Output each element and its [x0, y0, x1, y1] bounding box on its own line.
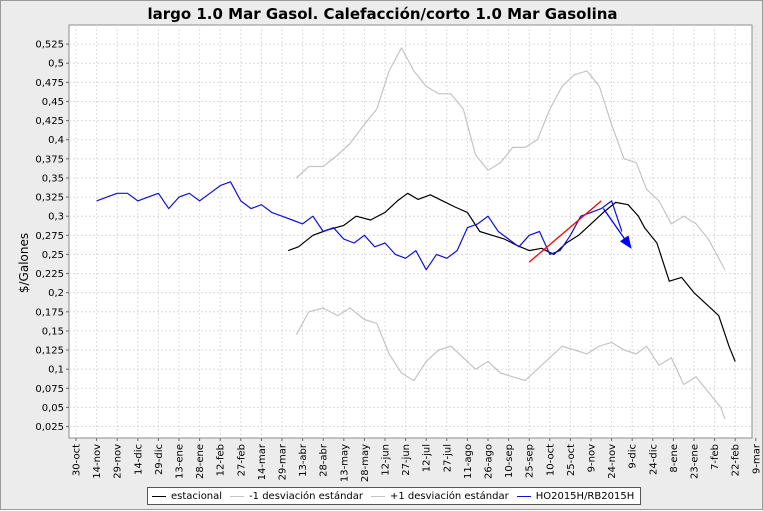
chart-title: largo 1.0 Mar Gasol. Calefacción/corto 1… — [147, 5, 618, 23]
x-tick-label: 27-jul — [442, 444, 453, 472]
y-axis-ticks: 0,025 0,05 0,075 0,1 0,125 0,15 0,175 0,2 0,225 0… — [35, 40, 69, 433]
y-tick-label: 0,3 — [48, 212, 64, 223]
x-tick-label: 26-ago — [484, 444, 495, 479]
x-tick-label: 7-feb — [710, 444, 721, 470]
y-tick-label: 0,525 — [35, 40, 64, 51]
x-axis-ticks: 30-oct 14-nov 29-nov 14-dic 29-dic 13-ene 28-e… — [72, 438, 762, 482]
legend-item: +1 desviación estándar — [371, 491, 509, 502]
x-tick-label: 29-mar — [278, 443, 289, 480]
x-tick-label: 28-ene — [195, 444, 206, 479]
legend-swatch — [371, 495, 385, 497]
legend-item: HO2015H/RB2015H — [516, 490, 635, 502]
legend-item: -1 desviación estándar — [230, 491, 363, 502]
y-tick-label: 0,225 — [35, 269, 64, 280]
x-tick-label: 12-feb — [216, 444, 227, 476]
x-tick-label: 9-nov — [587, 444, 598, 472]
legend-label: -1 desviación estándar — [249, 490, 363, 502]
x-tick-label: 25-oct — [566, 444, 577, 476]
x-tick-label: 28-abr — [319, 443, 330, 477]
x-tick-label: 27-jun — [401, 444, 412, 476]
y-tick-label: 0,025 — [35, 422, 64, 433]
arrow-annotation — [602, 208, 632, 249]
y-tick-label: 0,05 — [42, 403, 64, 414]
x-tick-label: 23-ene — [690, 444, 701, 479]
x-tick-label: 27-feb — [236, 444, 247, 476]
x-tick-label: 13-ene — [175, 444, 186, 479]
x-tick-label: 10-oct — [545, 444, 556, 476]
x-tick-label: 11-ago — [463, 444, 474, 479]
series-line-3 — [96, 181, 623, 271]
legend: estacional -1 desviación estándar +1 desvi… — [147, 487, 642, 505]
x-tick-label: 28-may — [360, 444, 371, 482]
x-tick-label: 30-oct — [72, 444, 83, 476]
y-tick-label: 0,5 — [48, 59, 64, 70]
y-tick-label: 0,45 — [42, 97, 64, 108]
x-tick-label: 10-sep — [504, 444, 515, 478]
y-tick-label: 0,375 — [35, 154, 64, 165]
x-tick-label: 25-sep — [525, 444, 536, 478]
trend-line-annotation — [528, 200, 602, 263]
y-tick-label: 0,25 — [42, 250, 64, 261]
legend-swatch — [152, 495, 166, 497]
y-tick-label: 0,275 — [35, 231, 64, 242]
x-tick-label: 29-dic — [154, 444, 165, 475]
series-line-0 — [287, 192, 736, 362]
x-tick-label: 8-ene — [669, 444, 680, 473]
x-tick-label: 13-may — [339, 444, 350, 482]
y-tick-label: 0,15 — [42, 326, 64, 337]
x-tick-label: 14-mar — [257, 443, 268, 480]
legend-item: estacional — [152, 491, 222, 502]
legend-label: +1 desviación estándar — [390, 490, 509, 502]
y-tick-label: 0,175 — [35, 307, 64, 318]
plot-area — [68, 24, 753, 439]
y-tick-label: 0,125 — [35, 346, 64, 357]
series-line-1 — [295, 307, 726, 420]
y-tick-label: 0,425 — [35, 116, 64, 127]
legend-swatch — [230, 495, 245, 497]
legend-label: estacional — [171, 490, 223, 502]
y-axis-label: $/Galones — [17, 233, 31, 293]
y-tick-label: 0,1 — [48, 365, 64, 376]
x-tick-label: 24-dic — [648, 444, 659, 475]
legend-swatch — [516, 495, 531, 497]
x-tick-label: 29-nov — [113, 444, 124, 479]
y-tick-label: 0,35 — [42, 173, 64, 184]
y-tick-label: 0,2 — [48, 288, 64, 299]
series-lines — [96, 47, 736, 420]
annotations — [528, 200, 632, 263]
legend-label: HO2015H/RB2015H — [535, 490, 635, 502]
x-tick-label: 9-dic — [628, 444, 639, 469]
x-tick-label: 24-nov — [607, 444, 618, 479]
y-tick-label: 0,475 — [35, 78, 64, 89]
x-tick-label: 14-dic — [133, 444, 144, 475]
y-tick-label: 0,075 — [35, 384, 64, 395]
x-tick-label: 14-nov — [92, 444, 103, 479]
series-line-2 — [295, 47, 726, 270]
x-tick-label: 22-feb — [731, 444, 742, 476]
x-tick-label: 9-mar — [751, 443, 762, 474]
x-tick-label: 12-jul — [422, 444, 433, 472]
y-tick-label: 0,325 — [35, 193, 64, 204]
x-tick-label: 13-abr — [298, 443, 309, 477]
y-tick-label: 0,4 — [48, 135, 64, 146]
x-tick-label: 12-jun — [381, 444, 392, 476]
